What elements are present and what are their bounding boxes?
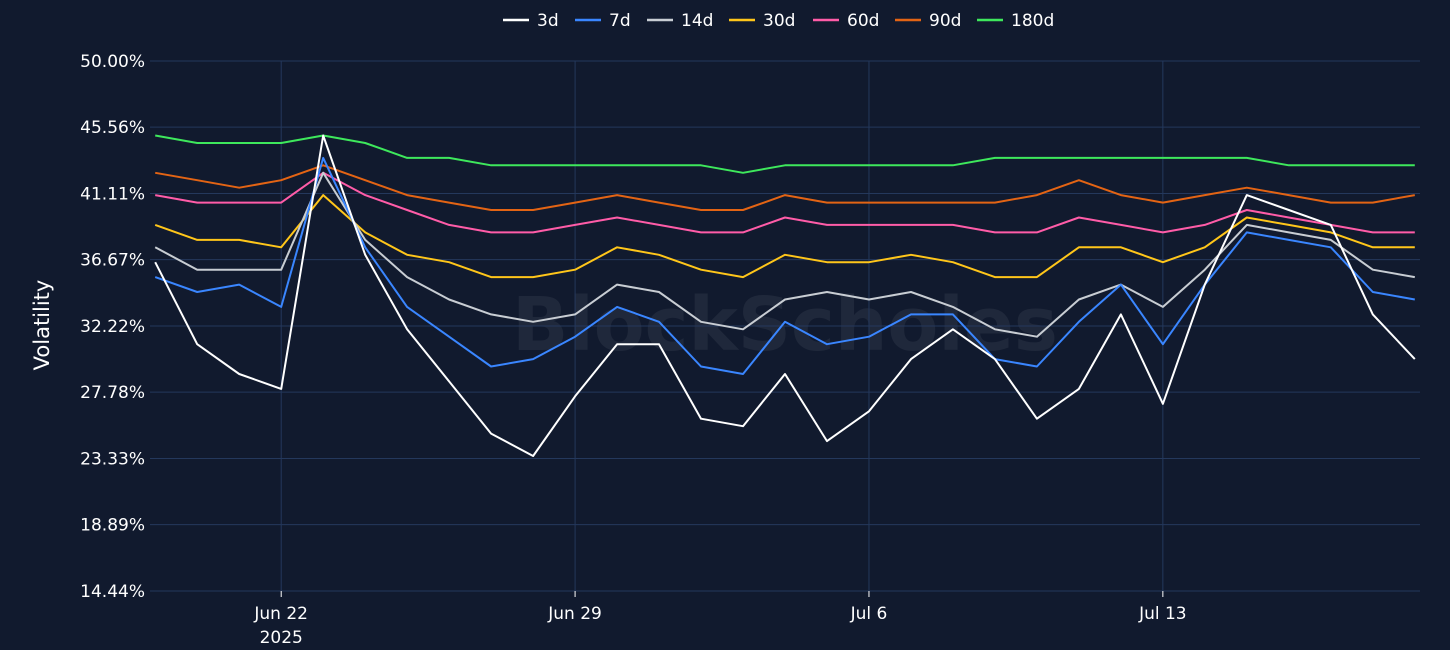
y-tick-label: 45.56% <box>80 118 145 138</box>
series-line-60d <box>155 171 1415 234</box>
watermark-text: BlockScholes <box>512 282 1058 368</box>
legend-label: 7d <box>609 11 631 31</box>
legend-label: 180d <box>1011 11 1054 31</box>
x-tick-label: Jun 22 <box>253 604 308 624</box>
y-tick-label: 23.33% <box>80 450 145 470</box>
x-tick-sublabel: 2025 <box>260 628 303 648</box>
y-tick-label: 18.89% <box>80 516 145 536</box>
x-tick-label: Jun 29 <box>547 604 602 624</box>
legend-item-90d: 90d <box>895 11 961 31</box>
series-line-3d <box>154 134 1416 457</box>
y-axis-title: Volatility <box>30 280 54 371</box>
legend-item-3d: 3d <box>503 11 559 31</box>
legend-label: 90d <box>929 11 961 31</box>
y-tick-label: 41.11% <box>80 185 145 205</box>
legend-item-60d: 60d <box>813 11 879 31</box>
x-tick-label: Jul 13 <box>1138 604 1187 624</box>
y-tick-label: 14.44% <box>80 582 145 602</box>
y-tick-label: 36.67% <box>80 251 145 271</box>
y-tick-label: 27.78% <box>80 383 145 403</box>
legend-item-30d: 30d <box>729 11 795 31</box>
y-tick-label: 50.00% <box>80 52 145 72</box>
series-line-30d <box>154 194 1415 279</box>
series-line-180d <box>155 134 1415 174</box>
legend-label: 3d <box>537 11 559 31</box>
series-line-90d <box>155 164 1415 211</box>
legend-item-7d: 7d <box>575 11 631 31</box>
legend-item-14d: 14d <box>647 11 713 31</box>
y-tick-label: 32.22% <box>80 317 145 337</box>
legend-item-180d: 180d <box>977 11 1054 31</box>
legend-label: 30d <box>763 11 795 31</box>
series-line-14d <box>154 171 1415 338</box>
legend-label: 14d <box>681 11 713 31</box>
x-tick-label: Jul 6 <box>850 604 888 624</box>
legend-label: 60d <box>847 11 879 31</box>
